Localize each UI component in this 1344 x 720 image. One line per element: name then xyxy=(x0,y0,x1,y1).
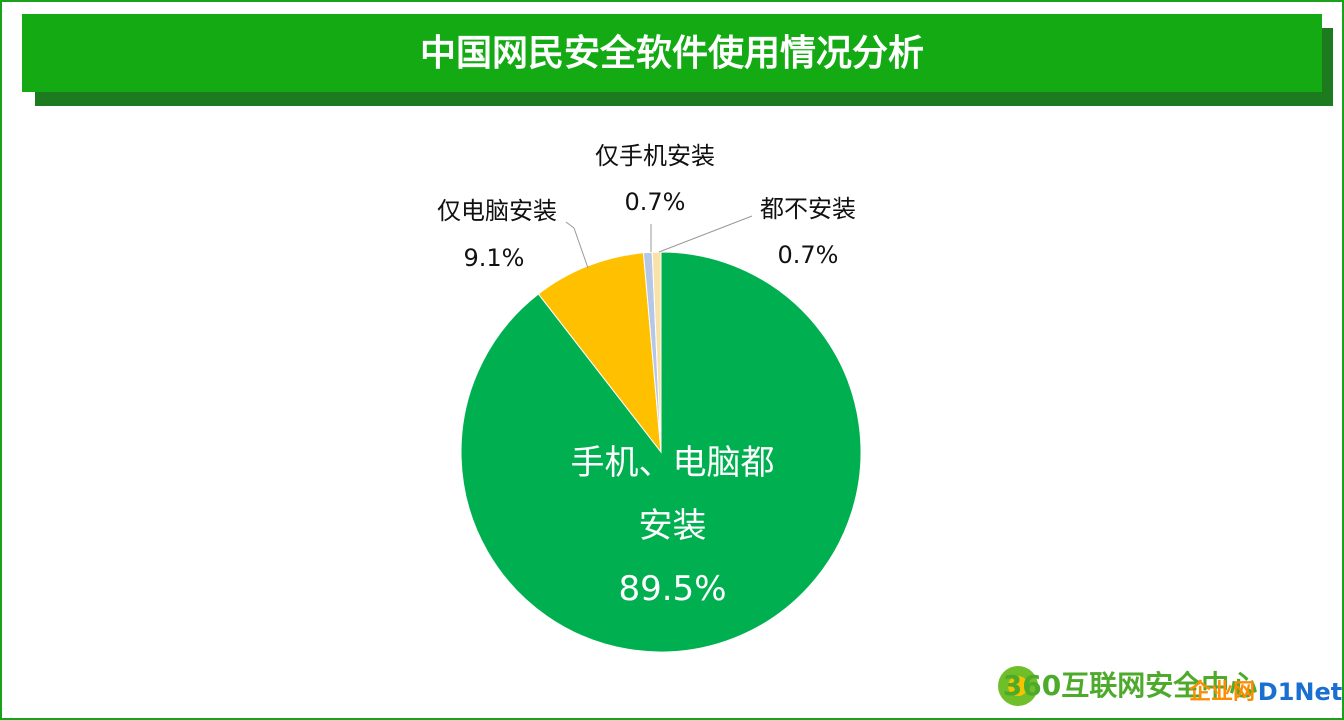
title-banner xyxy=(22,14,1322,92)
watermark-brand: D1Net xyxy=(1258,678,1342,706)
chart-title: 中国网民安全软件使用情况分析 xyxy=(420,32,924,74)
pie-slice xyxy=(651,251,662,453)
slice-category: 仅手机安装 xyxy=(595,142,715,170)
slice-value: 0.7% xyxy=(778,241,839,269)
watermark-site: 企业网 xyxy=(1188,679,1255,705)
slice-category: 仅电脑安装 xyxy=(437,197,557,225)
slice-value: 9.1% xyxy=(464,244,525,272)
logo-icon xyxy=(1008,676,1028,696)
pie xyxy=(460,251,862,653)
slice-category: 都不安装 xyxy=(760,195,856,223)
leader-line xyxy=(565,221,575,229)
leader-line xyxy=(658,215,753,253)
slice-category: 手机、电脑都安装 xyxy=(570,443,775,546)
slice-value: 89.5% xyxy=(618,569,727,609)
main-slice-label: 手机、电脑都安装 89.5% xyxy=(565,432,780,621)
pie-slice xyxy=(537,252,662,454)
leader-line xyxy=(573,227,589,269)
watermark-logo: 360互联网安全中心 xyxy=(1003,669,1257,702)
slice-value: 0.7% xyxy=(625,188,686,216)
